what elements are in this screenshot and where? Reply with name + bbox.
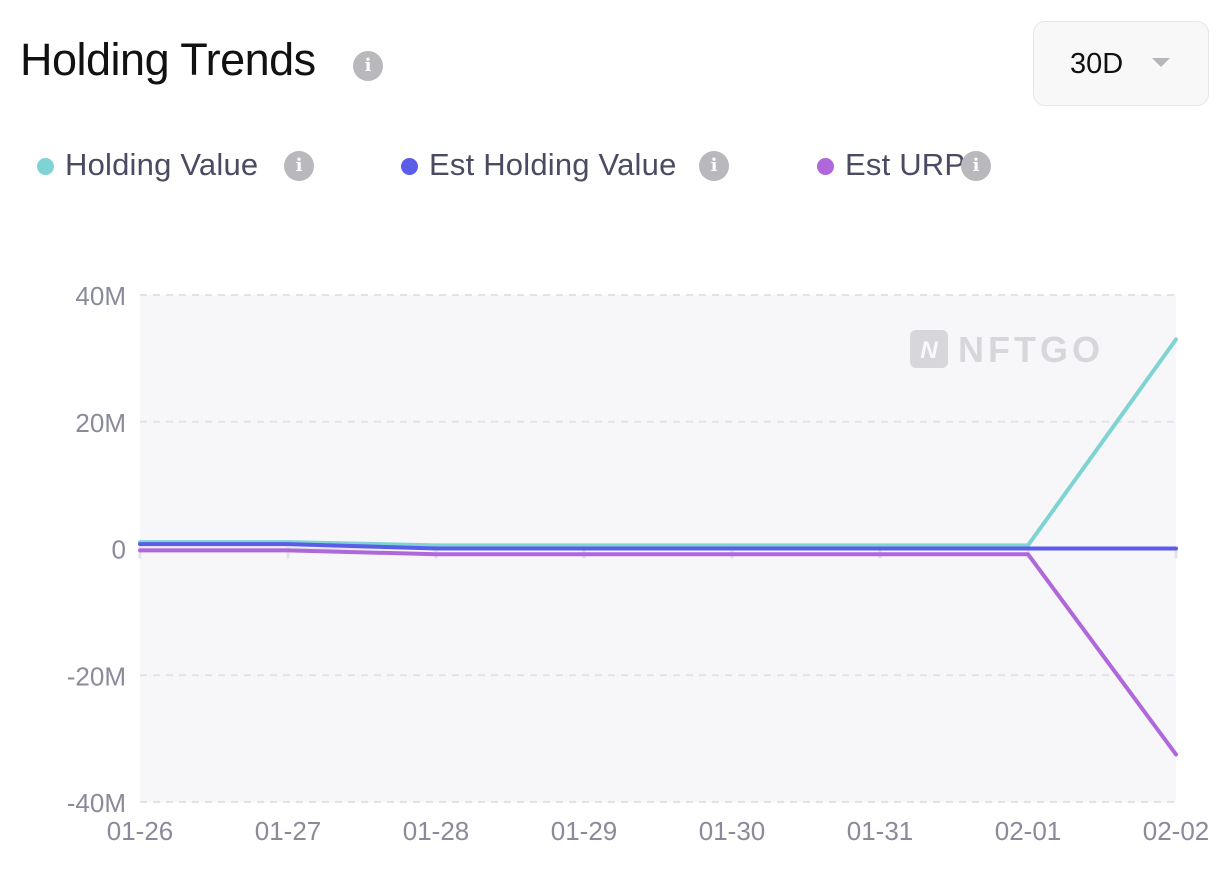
time-range-select[interactable]: 30D: [1033, 21, 1209, 106]
y-tick-label: -40M: [67, 788, 126, 818]
info-icon[interactable]: i: [284, 151, 314, 181]
nftgo-logo-letter: N: [920, 337, 938, 364]
y-tick-label: 20M: [75, 408, 126, 438]
x-axis-ticks: 01-26 01-27 01-28 01-29 01-30 01-31 02-01 02-02: [107, 816, 1210, 846]
info-icon[interactable]: i: [961, 151, 991, 181]
y-axis-ticks: 40M 20M 0 -20M -40M: [67, 281, 126, 818]
caret-down-icon: [1152, 58, 1170, 67]
legend-dot-holding-value: [37, 158, 54, 175]
x-tick-label: 02-01: [995, 816, 1062, 846]
series-lines: [138, 337, 1178, 757]
legend-label: Holding Value: [65, 147, 259, 182]
x-tick-label: 01-31: [847, 816, 914, 846]
x-tick-label: 01-26: [107, 816, 174, 846]
info-icon[interactable]: i: [353, 51, 383, 81]
x-tick-label: 01-29: [551, 816, 618, 846]
legend-dot-est-urp: [817, 158, 834, 175]
time-range-value: 30D: [1070, 48, 1124, 80]
series-line-holding-value: [138, 337, 1178, 548]
y-tick-label: 0: [112, 535, 126, 565]
page-title: Holding Trends: [20, 34, 316, 85]
series-line-est-urp: [138, 548, 1178, 757]
legend-dot-est-holding-value: [401, 158, 418, 175]
nftgo-watermark-text: NFTGO: [958, 329, 1104, 370]
nftgo-logo-icon: [910, 330, 948, 368]
info-icon[interactable]: i: [699, 151, 729, 181]
legend-label: Est Holding Value: [429, 147, 677, 182]
x-tick-label: 02-02: [1143, 816, 1210, 846]
x-tick-label: 01-27: [255, 816, 322, 846]
y-tick-label: 40M: [75, 281, 126, 311]
y-tick-label: -20M: [67, 661, 126, 691]
x-tick-label: 01-30: [699, 816, 766, 846]
nftgo-watermark: N NFTGO: [910, 329, 1104, 370]
series-line-est-holding-value: [138, 542, 1178, 551]
legend-label: Est URP: [845, 147, 966, 182]
x-tick-label: 01-28: [403, 816, 470, 846]
